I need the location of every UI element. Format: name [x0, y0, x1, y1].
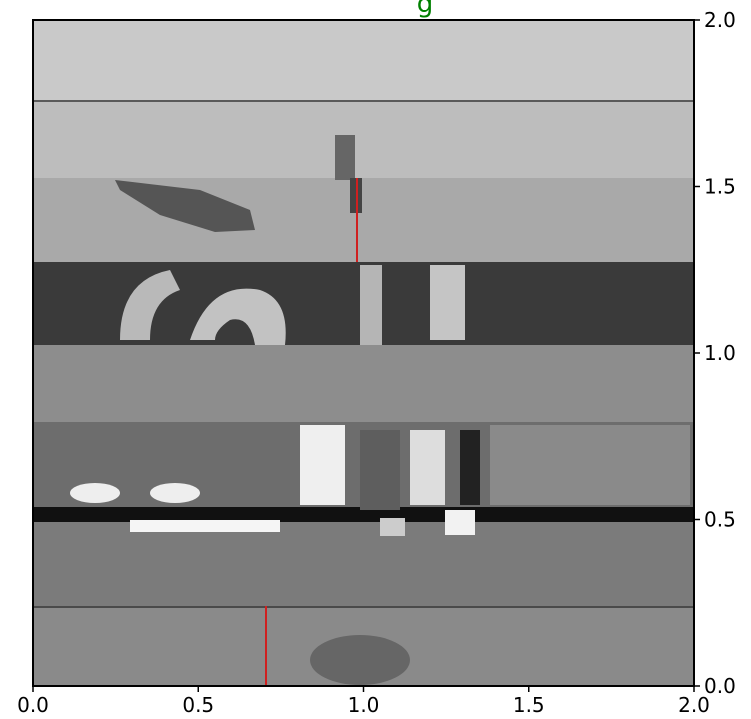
x-tick-label: 0.5	[182, 693, 214, 717]
x-tick-label: 0.0	[17, 693, 49, 717]
chart-title: g	[417, 0, 434, 19]
chart: g 0.00.51.01.52.00.00.51.01.52.0	[0, 0, 751, 719]
image	[33, 20, 694, 686]
y-tick-label: 1.0	[704, 341, 736, 365]
x-tick-label: 1.0	[348, 693, 380, 717]
y-tick-label: 1.5	[704, 175, 736, 199]
y-tick-label: 0.5	[704, 508, 736, 532]
y-tick-label: 0.0	[704, 674, 736, 698]
x-tick-label: 1.5	[513, 693, 545, 717]
y-tick-label: 2.0	[704, 8, 736, 32]
